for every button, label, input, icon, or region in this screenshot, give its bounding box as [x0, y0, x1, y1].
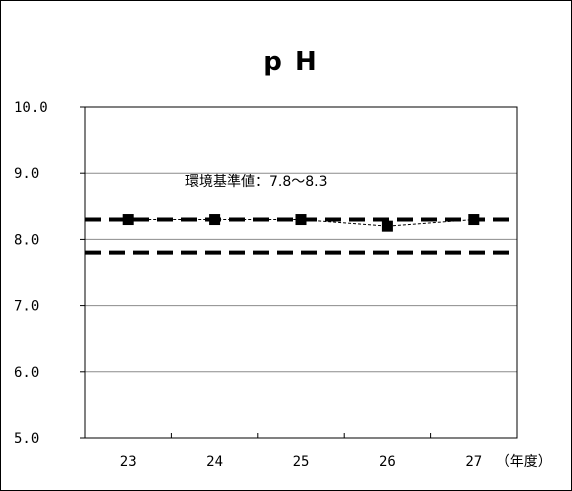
data-point [122, 214, 134, 226]
data-point [468, 214, 480, 226]
series-layer [122, 214, 480, 232]
x-tick-label: 24 [206, 454, 223, 470]
x-tick-label: 26 [379, 454, 396, 470]
y-tick-label: 6.0 [14, 365, 39, 381]
chart-title: p H [263, 47, 318, 77]
data-point [381, 220, 393, 232]
data-point [209, 214, 221, 226]
y-tick-label: 8.0 [14, 232, 39, 248]
axis-layer: 5.0 6.0 7.0 8.0 9.0 10.0 23 24 25 26 27 （年度） [14, 100, 552, 470]
plot-area [84, 106, 518, 439]
standard-value-annotation: 環境基準値：7.8～8.3 [185, 173, 328, 190]
x-tick-label: 25 [293, 454, 310, 470]
y-tick-label: 5.0 [14, 431, 39, 447]
x-tick-label: 23 [120, 454, 137, 470]
x-unit-label: （年度） [496, 454, 552, 470]
y-tick-label: 7.0 [14, 299, 39, 315]
y-tick-label: 10.0 [14, 100, 48, 116]
x-tick-label: 27 [465, 454, 482, 470]
grid-layer [85, 172, 517, 373]
data-point [295, 214, 307, 226]
y-tick-label: 9.0 [14, 166, 39, 182]
